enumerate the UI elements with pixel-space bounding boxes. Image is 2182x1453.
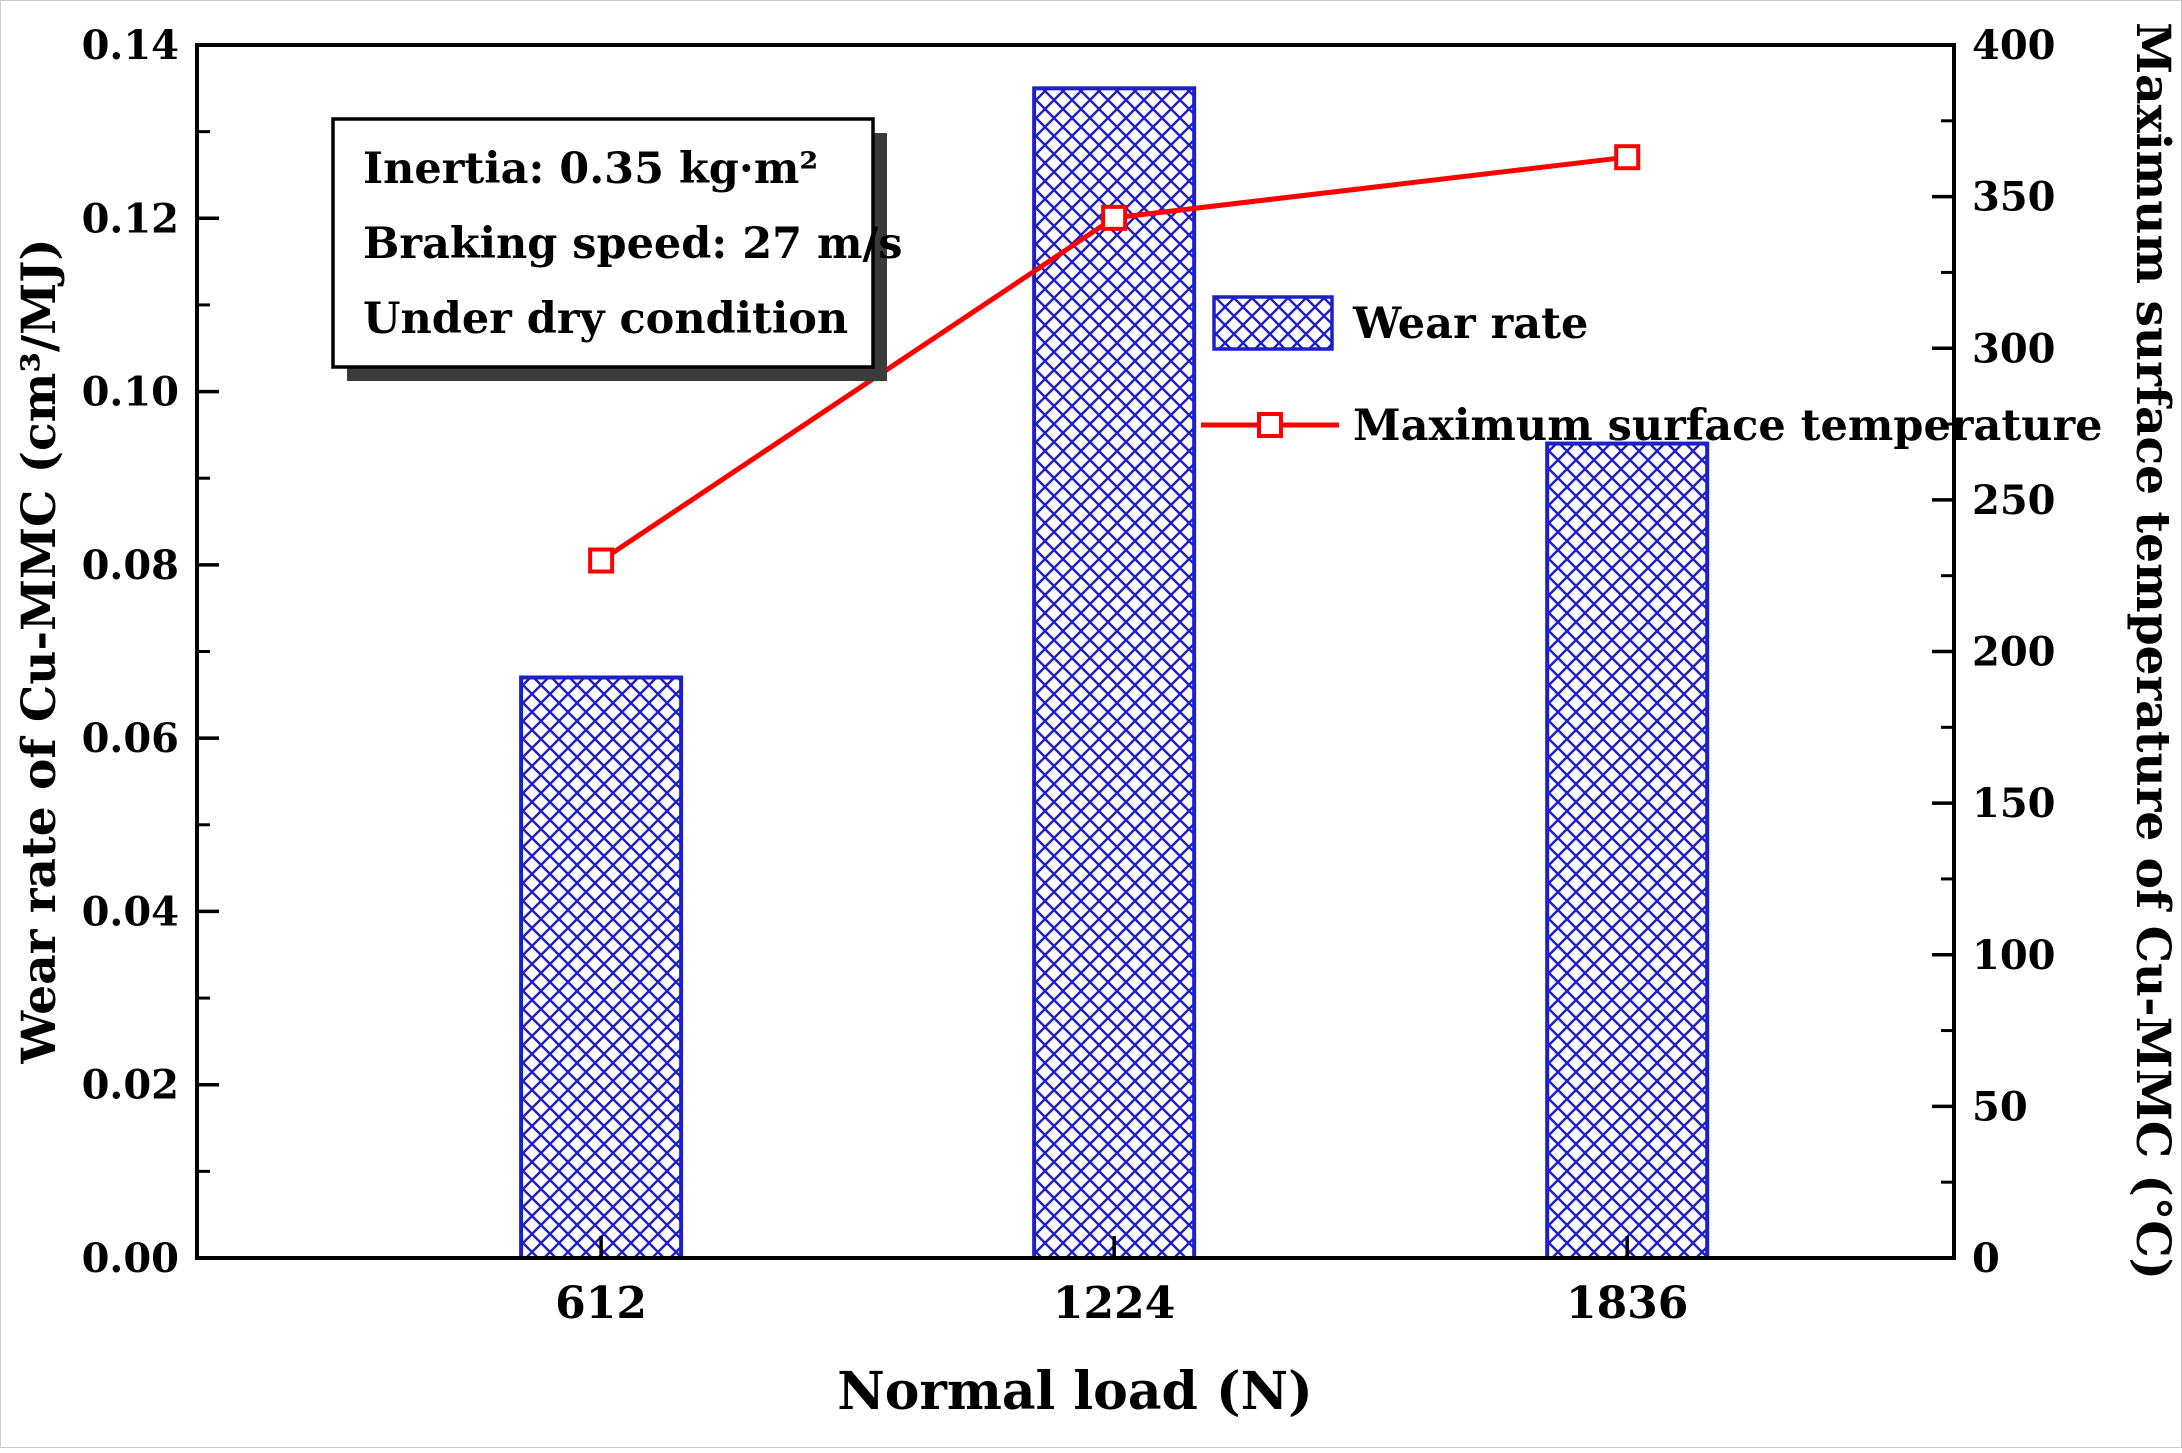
right-tick-label: 250 [1972,477,2056,524]
right-tick-label: 0 [1972,1235,2000,1282]
temperature-marker-1836 [1614,144,1641,171]
left-tick-label: 0.12 [82,195,179,242]
plot-area: 0.00 0.02 0.04 0.06 0.08 0.10 0.12 0.14 0 50 100 15… [82,22,2056,1329]
left-tick-label: 0.04 [82,888,179,935]
left-tick-label: 0.06 [82,715,179,762]
right-tick-label: 300 [1972,325,2056,372]
legend-item-wear-rate: Wear rate [1212,295,1588,351]
x-tick-label: 1836 [1566,1278,1688,1329]
right-tick-label: 100 [1972,932,2056,979]
legend-marker-temperature [1257,412,1283,438]
x-axis-title: Normal load (N) [837,1361,1313,1422]
right-tick-label: 50 [1972,1083,2028,1130]
bar-wear-rate-1836 [1545,441,1710,1260]
bar-wear-rate-612 [519,675,684,1260]
left-tick-label: 0.00 [82,1235,179,1282]
annotation-line-braking-speed: Braking speed: 27 m/s [363,219,902,269]
left-axis-title: Wear rate of Cu-MMC (cm³/MJ) [12,238,67,1064]
right-tick-label: 200 [1972,629,2056,676]
legend-label-max-surface-temperature: Maximum surface temperature [1353,401,2102,451]
temperature-marker-1224 [1101,204,1128,231]
right-tick-label: 400 [1972,22,2056,69]
left-tick-label: 0.10 [82,369,179,416]
legend-swatch-wear-rate [1212,295,1334,351]
legend-label-wear-rate: Wear rate [1352,299,1588,349]
x-tick-label: 612 [555,1278,647,1329]
temperature-marker-612 [588,547,615,574]
annotation-line-inertia: Inertia: 0.35 kg·m² [363,144,818,194]
left-tick-label: 0.02 [82,1062,179,1109]
annotation-frame [331,117,875,369]
x-tick-label: 1224 [1053,1278,1175,1329]
bar-wear-rate-1224 [1032,86,1197,1261]
right-tick-label: 150 [1972,780,2056,827]
left-tick-label: 0.14 [82,22,179,69]
right-tick-label: 350 [1972,174,2056,221]
legend-item-max-surface-temperature: Maximum surface temperature [1201,401,2102,451]
right-axis-title: Maximum surface temperature of Cu-MMC (°… [2125,22,2180,1280]
annotation-line-condition: Under dry condition [363,294,848,344]
annotation-box: Inertia: 0.35 kg·m² Braking speed: 27 m/… [331,117,902,381]
legend: Wear rate Maximum surface temperature [1201,295,2102,451]
left-tick-label: 0.08 [82,542,179,589]
